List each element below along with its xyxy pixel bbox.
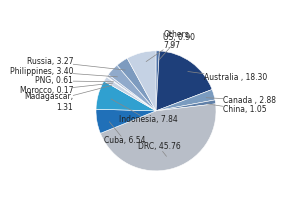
Text: Russia, 3.27: Russia, 3.27 xyxy=(27,57,125,70)
Text: PNG, 0.61: PNG, 0.61 xyxy=(35,76,113,85)
Text: DRC, 45.76: DRC, 45.76 xyxy=(138,142,180,156)
Text: Others,
7.97: Others, 7.97 xyxy=(146,30,191,62)
Text: Morocco, 0.17: Morocco, 0.17 xyxy=(20,83,113,95)
Wedge shape xyxy=(156,51,159,111)
Text: US, 0.90: US, 0.90 xyxy=(159,33,195,60)
Wedge shape xyxy=(108,65,156,111)
Wedge shape xyxy=(106,76,156,111)
Wedge shape xyxy=(104,77,156,111)
Text: Philippines, 3.40: Philippines, 3.40 xyxy=(10,67,118,77)
Text: Indonesia, 7.84: Indonesia, 7.84 xyxy=(111,99,178,124)
Wedge shape xyxy=(127,51,156,111)
Wedge shape xyxy=(117,58,156,111)
Text: China, 1.05: China, 1.05 xyxy=(207,104,267,114)
Wedge shape xyxy=(96,109,156,133)
Text: Madagascar,
1.31: Madagascar, 1.31 xyxy=(24,85,112,111)
Wedge shape xyxy=(107,74,156,111)
Text: Australia , 18.30: Australia , 18.30 xyxy=(188,71,267,82)
Text: Canada , 2.88: Canada , 2.88 xyxy=(206,96,276,105)
Wedge shape xyxy=(156,100,216,111)
Wedge shape xyxy=(156,89,215,111)
Wedge shape xyxy=(100,104,216,171)
Text: Cuba, 6.54: Cuba, 6.54 xyxy=(104,122,146,145)
Wedge shape xyxy=(156,51,212,111)
Wedge shape xyxy=(96,81,156,111)
